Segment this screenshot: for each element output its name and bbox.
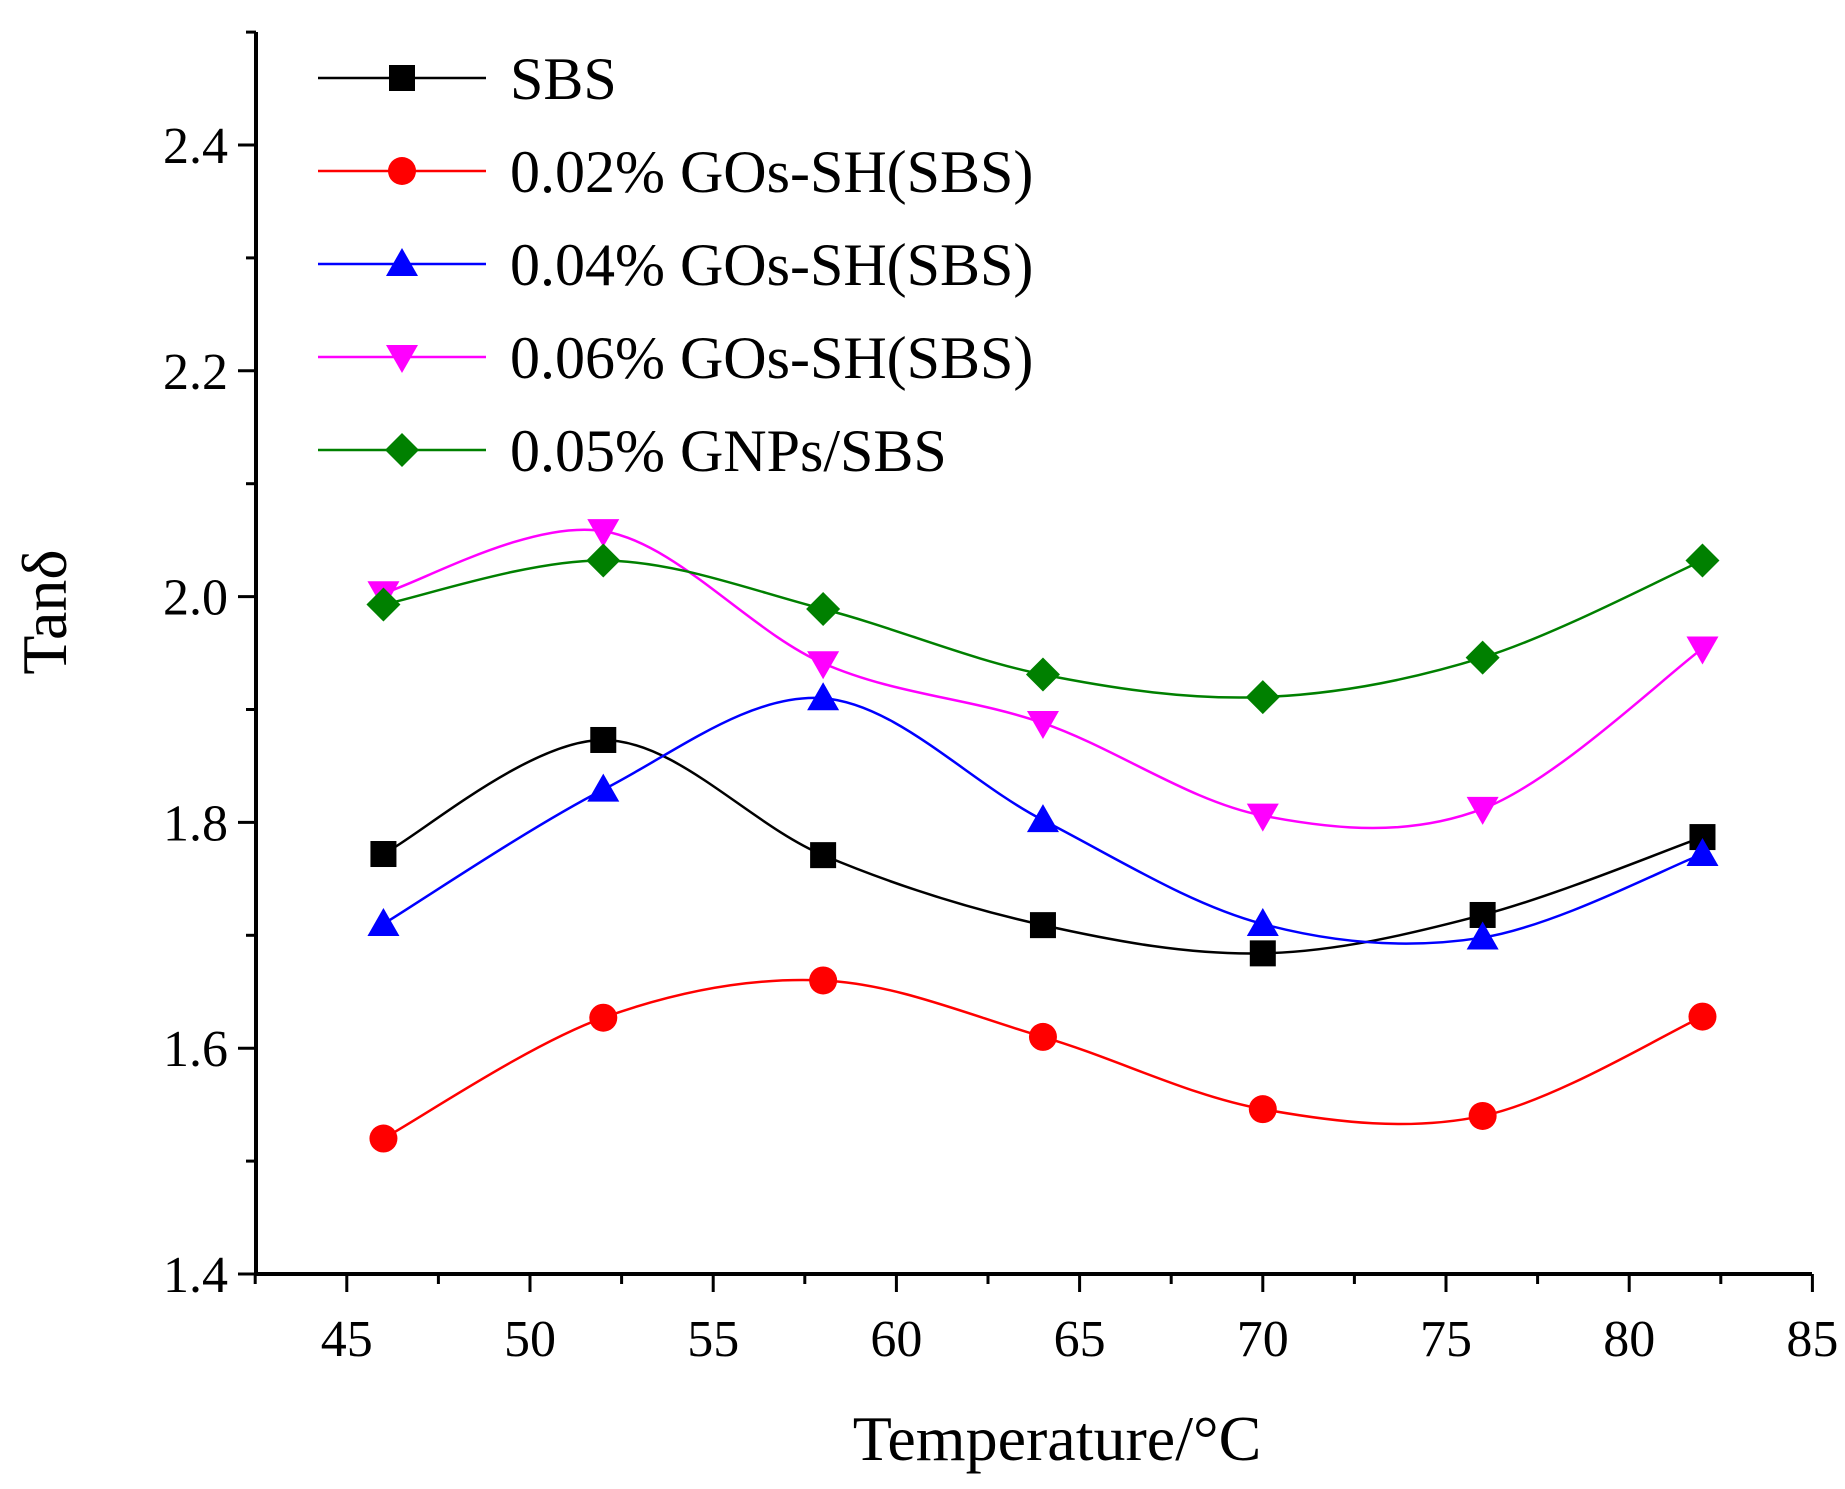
data-point-sbs	[1029, 912, 1056, 939]
x-tick-label: 60	[870, 1311, 922, 1368]
data-point-0-04-gos-sh-sbs	[807, 682, 840, 711]
data-point-0-02-gos-sh-sbs	[1688, 1002, 1717, 1031]
data-point-0-05-gnps-sbs	[586, 543, 621, 578]
y-tick-label: 2.4	[163, 118, 228, 175]
data-point-0-04-gos-sh-sbs	[367, 908, 400, 937]
legend-marker-sbs	[389, 65, 415, 91]
legend-label-sbs: SBS	[510, 46, 617, 112]
data-point-0-04-gos-sh-sbs	[587, 773, 620, 802]
data-point-0-02-gos-sh-sbs	[809, 966, 838, 995]
data-point-0-06-gos-sh-sbs	[1026, 711, 1059, 740]
y-tick-label: 1.6	[163, 1021, 228, 1078]
data-point-0-06-gos-sh-sbs	[807, 651, 840, 680]
data-point-0-05-gnps-sbs	[366, 587, 401, 622]
data-point-0-05-gnps-sbs	[1245, 680, 1280, 715]
series-line-0-02-gos-sh-sbs	[382, 978, 1703, 1140]
x-tick-label: 75	[1420, 1311, 1472, 1368]
data-point-sbs	[370, 841, 397, 868]
data-point-0-04-gos-sh-sbs	[1466, 921, 1499, 950]
axes	[238, 30, 1814, 1292]
data-point-0-04-gos-sh-sbs	[1026, 804, 1059, 833]
y-tick-label: 1.8	[163, 795, 228, 852]
data-point-0-04-gos-sh-sbs	[1246, 908, 1279, 937]
data-point-0-06-gos-sh-sbs	[1466, 796, 1499, 825]
data-point-0-06-gos-sh-sbs	[1686, 636, 1719, 665]
x-tick-label: 80	[1603, 1311, 1655, 1368]
data-point-0-02-gos-sh-sbs	[1468, 1101, 1497, 1130]
data-point-sbs	[590, 726, 617, 753]
data-point-0-02-gos-sh-sbs	[589, 1003, 618, 1032]
series-markers	[366, 519, 1720, 1153]
legend-label-0-04-gos-sh-sbs: 0.04% GOs-SH(SBS)	[510, 232, 1033, 298]
x-tick-label: 50	[504, 1311, 556, 1368]
y-tick-label: 2.2	[163, 344, 228, 401]
data-point-0-05-gnps-sbs	[806, 592, 841, 627]
tick-labels: 45 50 55 60 65 70 75 80 85 1.4 1.6 1.8 2.0 2.2 2.4	[163, 118, 1838, 1368]
x-tick-label: 85	[1786, 1311, 1838, 1368]
y-tick-label: 1.4	[163, 1247, 228, 1304]
x-axis-title: Temperature/°C	[853, 1403, 1262, 1474]
axis-titles: Temperature/°C Tanδ	[9, 549, 1261, 1474]
y-tick-label: 2.0	[163, 570, 228, 627]
legend-marker-0-05-gnps-sbs	[385, 433, 419, 467]
x-tick-label: 45	[321, 1311, 373, 1368]
data-point-0-04-gos-sh-sbs	[1686, 838, 1719, 867]
legend-label-0-02-gos-sh-sbs: 0.02% GOs-SH(SBS)	[510, 139, 1033, 205]
legend-label-0-06-gos-sh-sbs: 0.06% GOs-SH(SBS)	[510, 325, 1033, 391]
legend: SBS 0.02% GOs-SH(SBS) 0.04% GOs-SH(SBS) 0.0…	[318, 46, 1033, 484]
data-point-0-06-gos-sh-sbs	[1246, 803, 1279, 832]
data-point-0-05-gnps-sbs	[1465, 640, 1500, 675]
x-tick-label: 70	[1237, 1311, 1289, 1368]
data-point-0-06-gos-sh-sbs	[587, 519, 620, 548]
data-point-sbs	[810, 842, 837, 869]
legend-label-0-05-gnps-sbs: 0.05% GNPs/SBS	[510, 418, 947, 484]
data-point-sbs	[1249, 940, 1276, 967]
x-tick-label: 55	[687, 1311, 739, 1368]
data-point-0-02-gos-sh-sbs	[369, 1124, 398, 1153]
data-point-0-05-gnps-sbs	[1025, 657, 1060, 692]
legend-marker-0-02-gos-sh-sbs	[388, 157, 416, 185]
legend-marker-0-06-gos-sh-sbs	[386, 345, 418, 373]
data-point-0-02-gos-sh-sbs	[1028, 1022, 1057, 1051]
legend-marker-0-04-gos-sh-sbs	[386, 248, 418, 276]
data-point-0-02-gos-sh-sbs	[1248, 1095, 1277, 1124]
data-point-0-05-gnps-sbs	[1685, 543, 1720, 578]
x-tick-label: 65	[1054, 1311, 1106, 1368]
y-axis-title: Tanδ	[9, 549, 80, 674]
